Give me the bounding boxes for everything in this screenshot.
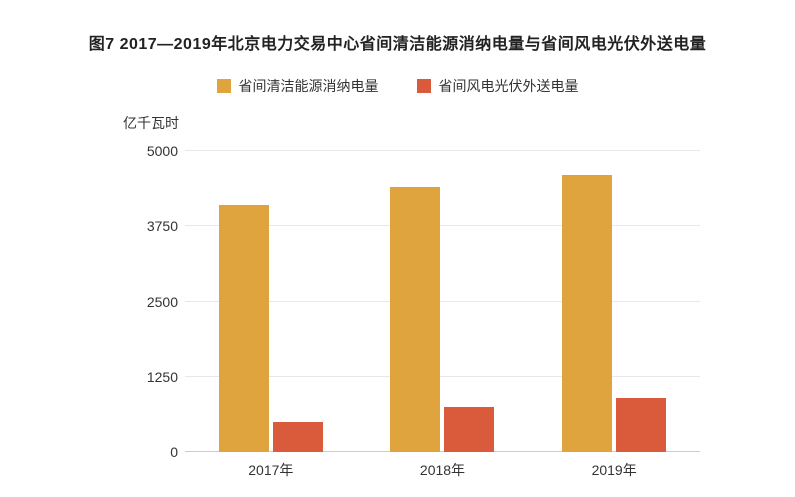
y-tick-label: 3750: [146, 218, 178, 235]
bar-group: [218, 151, 323, 452]
bar: [616, 397, 667, 452]
y-tick-label: 5000: [146, 143, 178, 159]
gridline: [185, 225, 700, 227]
bar: [272, 421, 323, 452]
bar-group: [562, 151, 667, 452]
chart-legend: 省间清洁能源消纳电量 省间风电光伏外送电量: [0, 76, 795, 96]
y-tick-label: 2500: [146, 293, 178, 310]
legend-item: 省间清洁能源消纳电量: [216, 76, 379, 96]
legend-label: 省间风电光伏外送电量: [438, 78, 579, 94]
legend-label: 省间清洁能源消纳电量: [238, 78, 379, 94]
chart-title: 图7 2017—2019年北京电力交易中心省间清洁能源消纳电量与省间风电光伏外送…: [88, 36, 707, 53]
bar-groups: [185, 151, 700, 452]
gridline: [185, 150, 700, 151]
bar: [562, 175, 613, 452]
legend-swatch: [216, 79, 231, 93]
bar: [444, 406, 495, 452]
gridline: [185, 300, 700, 302]
x-axis-label: 2017年: [248, 462, 294, 478]
x-axis-labels: 2017年 2018年 2019年: [185, 460, 700, 480]
y-tick-label: 1250: [146, 368, 178, 385]
legend-item: 省间风电光伏外送电量: [416, 76, 579, 96]
y-tick-label: 0: [170, 444, 178, 460]
bar: [218, 205, 269, 452]
y-axis-unit-label: 亿千瓦时: [123, 115, 179, 131]
gridline: [185, 451, 700, 452]
legend-swatch: [416, 79, 431, 93]
bar: [390, 187, 441, 452]
gridline: [185, 375, 700, 377]
x-axis-label: 2018年: [419, 462, 466, 478]
bar-group: [390, 151, 495, 452]
plot-area: [185, 150, 700, 452]
y-axis-tick-labels: 0 1250 2500 3750 5000: [120, 143, 178, 460]
x-axis-label: 2019年: [591, 462, 637, 478]
